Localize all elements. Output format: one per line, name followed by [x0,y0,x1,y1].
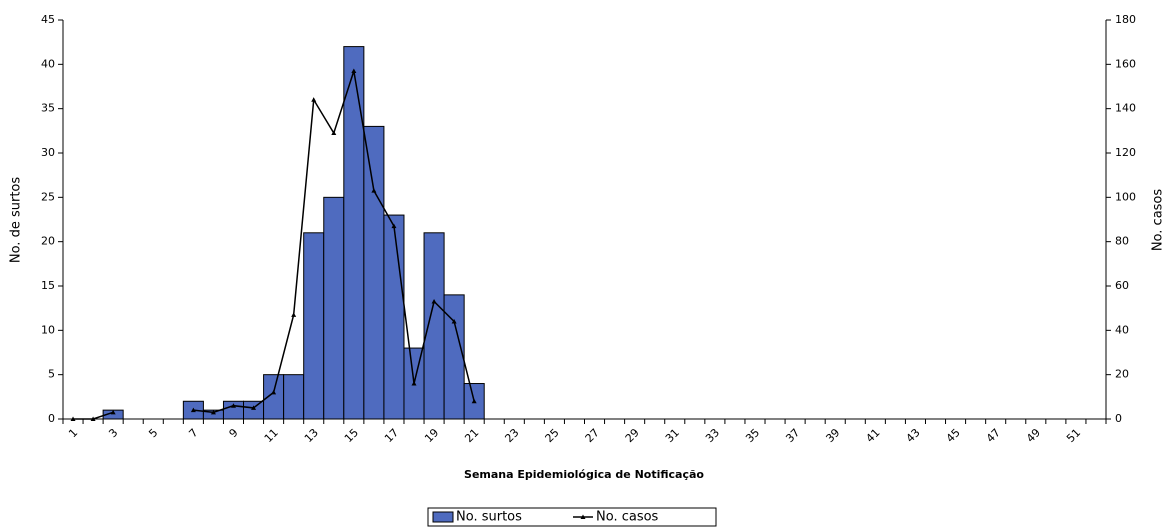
x-tick-label: 7 [186,426,200,440]
y2-tick-label: 80 [1115,235,1129,248]
y2-tick-label: 120 [1115,146,1136,159]
y-tick-label: 40 [41,57,55,70]
bar [243,400,265,420]
y-tick-label: 25 [41,190,55,203]
y2-tick-label: 180 [1115,13,1136,26]
marker [451,318,457,324]
marker [431,299,437,304]
x-tick-label: 43 [904,426,923,445]
x-tick-label: 31 [663,426,682,445]
y-tick-label: 5 [48,368,55,381]
x-tick-label: 21 [462,426,481,445]
legend-box [427,507,717,527]
x-tick-label: 17 [382,426,401,445]
x-tick-label: 5 [146,426,160,440]
y2-tick-label: 40 [1115,323,1129,336]
legend-label: No. casos [596,510,659,525]
x-tick-label: 47 [984,426,1003,445]
x-tick-label: 49 [1024,426,1043,445]
x-tick-label: 33 [703,426,722,445]
x-tick-label: 29 [623,426,642,445]
x-tick-label: 35 [743,426,762,445]
y2-tick-label: 160 [1115,57,1136,70]
x-tick-label: 37 [783,426,802,445]
y2-tick-label: 60 [1115,279,1129,292]
bar [283,374,305,420]
marker [371,188,377,193]
y-tick-label: 35 [41,102,55,115]
marker [291,312,297,317]
marker [391,223,397,229]
marker [110,409,116,415]
y-tick-label: 0 [48,412,55,425]
x-tick-label: 51 [1064,426,1083,445]
y2-tick-label: 20 [1115,368,1129,381]
marker [271,389,277,395]
y2-tick-label: 100 [1115,190,1136,203]
marker [230,403,236,408]
bar [383,214,405,420]
legend-label: No. surtos [456,510,522,525]
y2-tick-label: 0 [1115,412,1122,425]
bar [303,232,325,420]
x-tick-label: 3 [106,426,120,440]
y-tick-label: 20 [41,235,55,248]
bar [343,46,365,420]
x-tick-label: 25 [543,426,562,445]
x-tick-label: 27 [583,426,602,445]
marker [331,130,337,136]
marker [251,405,257,410]
y-tick-label: 10 [41,323,55,336]
marker [471,398,477,404]
x-tick-label: 41 [863,426,882,445]
x-tick-label: 9 [227,426,241,440]
marker [210,409,216,415]
y-tick-label: 30 [41,146,55,159]
x-tick-label: 15 [342,426,361,445]
x-axis-title: Semana Epidemiológica de Notificação [464,468,704,481]
legend-swatch [432,511,454,523]
legend-marker [580,514,586,519]
bar [323,196,345,420]
marker [311,97,317,102]
y-axis-title: No. de surtos [9,177,24,264]
y2-tick-label: 140 [1115,102,1136,115]
bar [423,232,445,420]
x-tick-label: 13 [302,426,321,445]
bar [363,125,385,420]
x-tick-label: 39 [823,426,842,445]
y-tick-label: 15 [41,279,55,292]
x-tick-label: 45 [944,426,963,445]
marker [190,407,196,413]
marker [411,381,417,386]
bar [263,374,285,420]
x-tick-label: 1 [66,426,80,440]
x-tick-label: 19 [422,426,441,445]
y2-axis-title: No. casos [1151,189,1166,252]
y-tick-label: 45 [41,13,55,26]
x-tick-label: 23 [502,426,521,445]
x-tick-label: 11 [262,426,281,445]
marker [351,68,357,73]
